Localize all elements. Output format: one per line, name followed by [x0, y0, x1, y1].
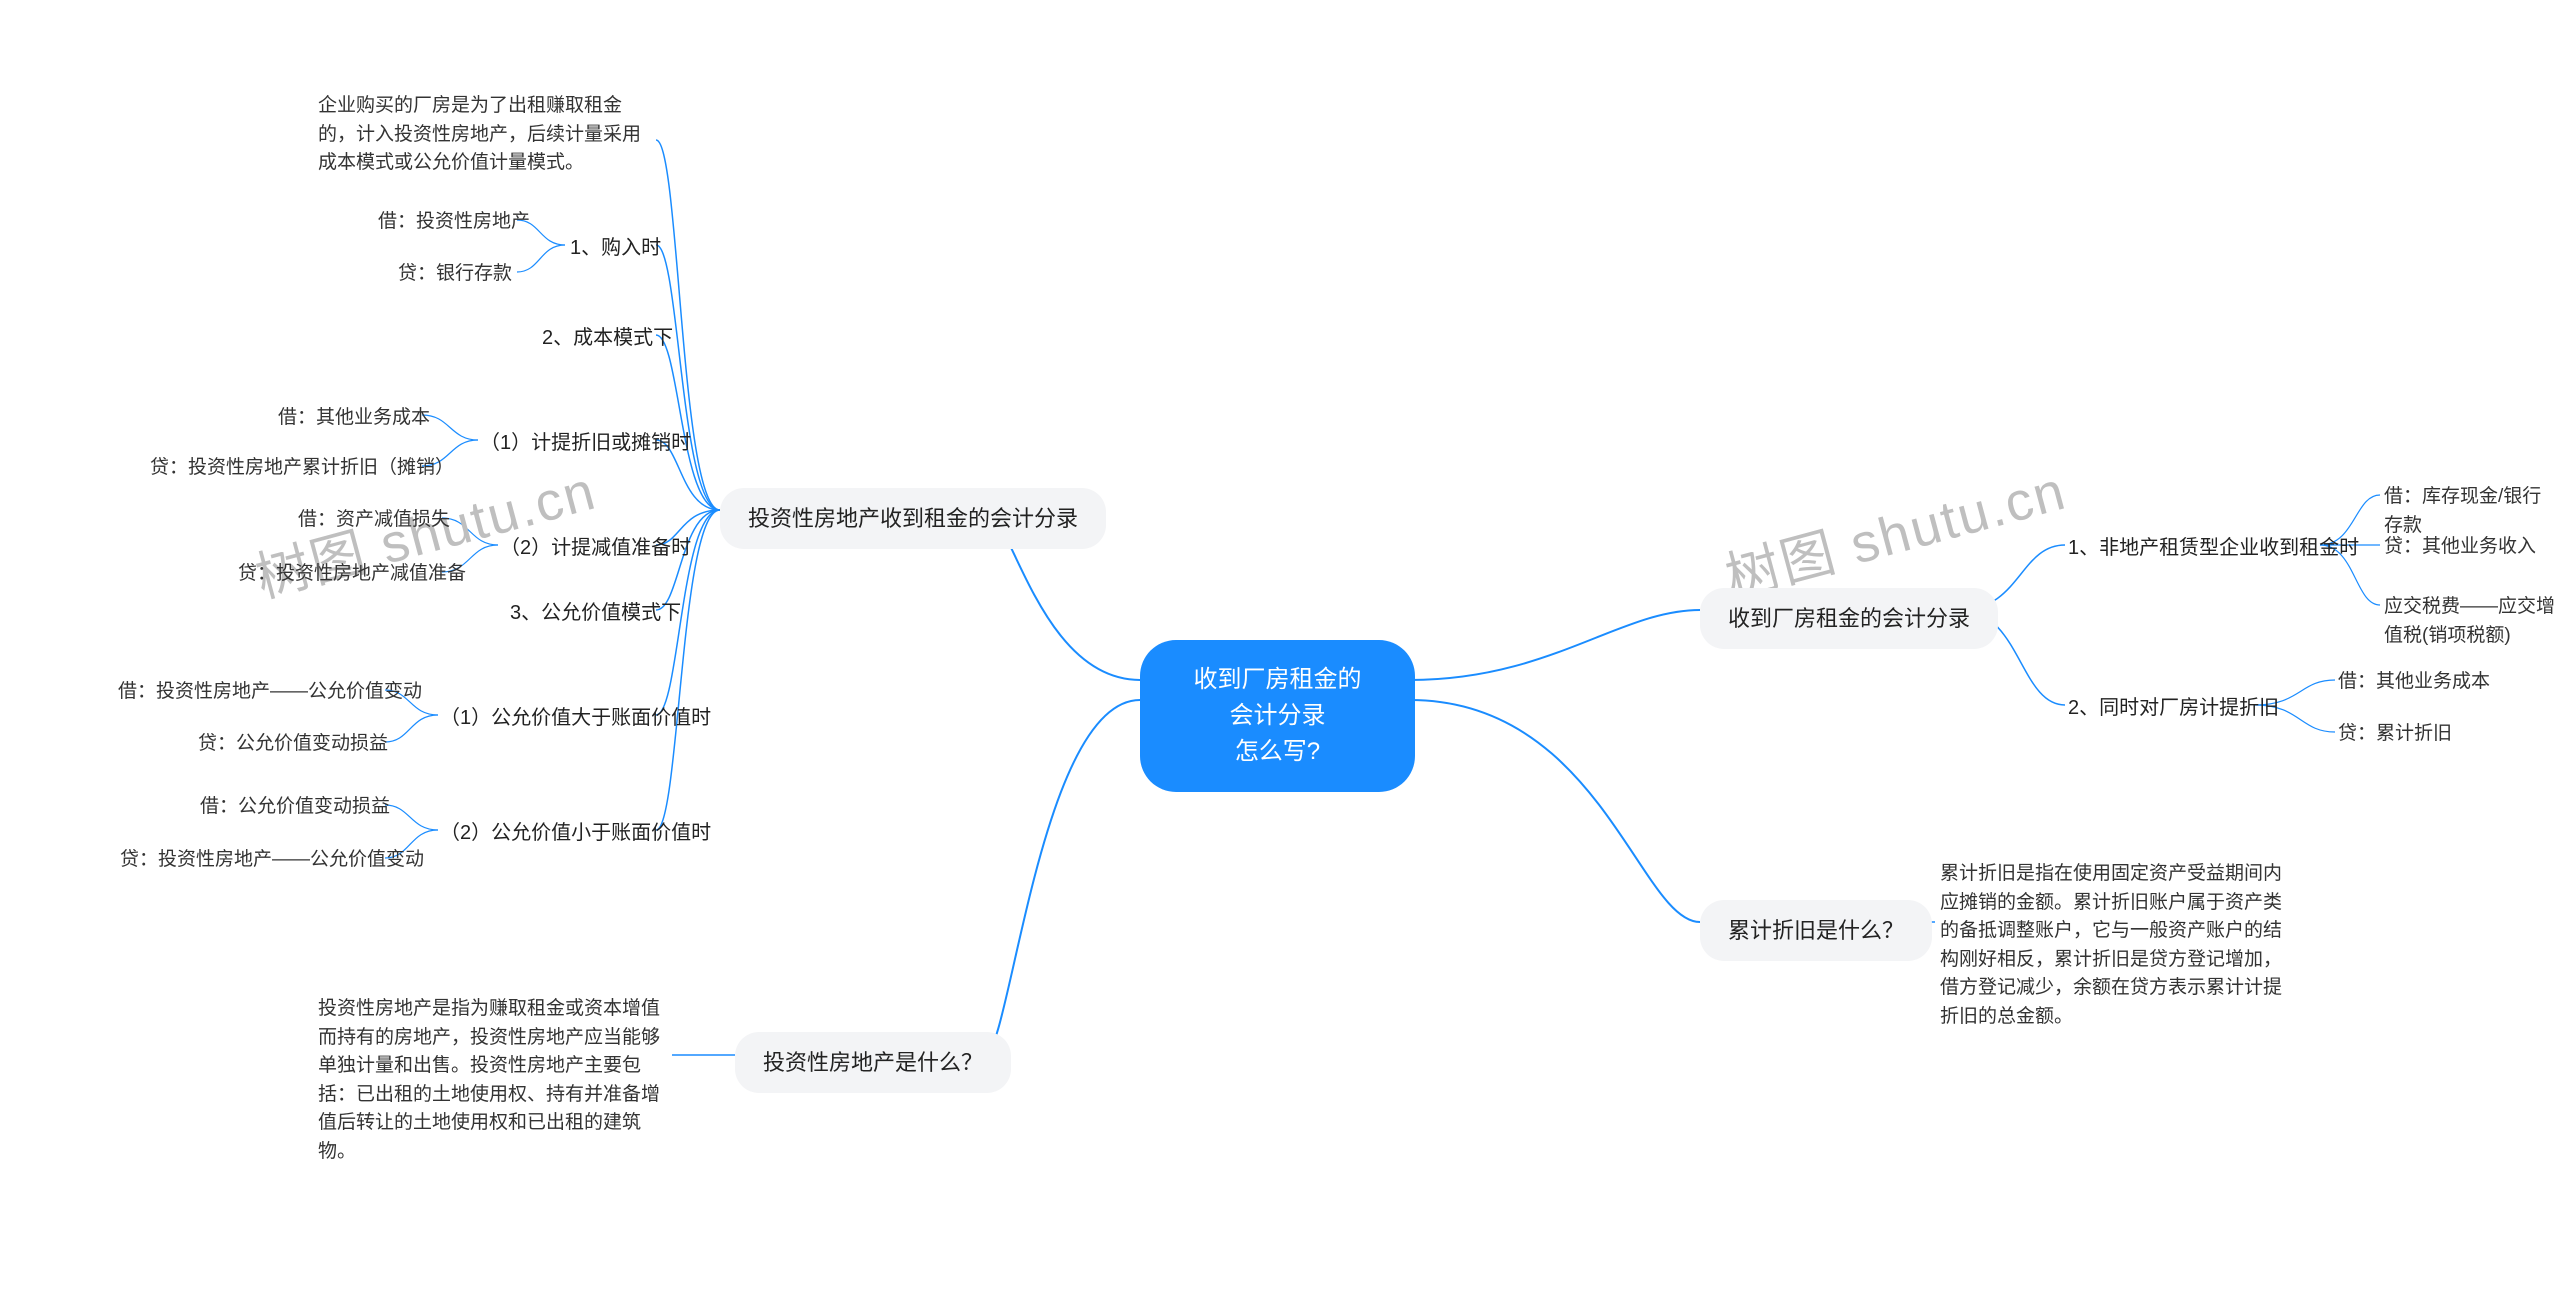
leaf-credit-invest-impair: 贷：投资性房地产减值准备 — [238, 560, 466, 589]
sub-depreciation[interactable]: 2、同时对厂房计提折旧 — [2068, 693, 2279, 723]
leaf-tax-payable: 应交税费——应交增值税(销项税额) — [2384, 593, 2560, 650]
desc-accum-dep: 累计折旧是指在使用固定资产受益期间内应摊销的金额。累计折旧账户属于资产类的备抵调… — [1940, 860, 2295, 1031]
leaf-credit-fv-change: 贷：投资性房地产——公允价值变动 — [120, 846, 424, 875]
leaf-credit-other-income: 贷：其他业务收入 — [2384, 533, 2536, 562]
sub-fairvalue-model[interactable]: 3、公允价值模式下 — [510, 598, 681, 628]
sub-cost-model[interactable]: 2、成本模式下 — [542, 323, 673, 353]
branch-what-is-accum-dep[interactable]: 累计折旧是什么？ — [1700, 900, 1932, 961]
sub-fv-gt-book[interactable]: （1）公允价值大于账面价值时 — [440, 703, 711, 733]
sub-purchase[interactable]: 1、购入时 — [570, 233, 661, 263]
leaf-credit-fv-gain: 贷：公允价值变动损益 — [198, 730, 388, 759]
leaf-debit-fv-change: 借：投资性房地产——公允价值变动 — [118, 678, 422, 707]
leaf-debit-other-cost: 借：其他业务成本 — [2338, 668, 2490, 697]
leaf-debit-cash: 借：库存现金/银行存款 — [2384, 483, 2560, 540]
sub-impairment[interactable]: （2）计提减值准备时 — [500, 533, 691, 563]
desc-invest-top: 企业购买的厂房是为了出租赚取租金的，计入投资性房地产，后续计量采用成本模式或公允… — [318, 92, 658, 178]
branch-what-is-invest-prop[interactable]: 投资性房地产是什么？ — [735, 1032, 1011, 1093]
sub-depreciation-amort[interactable]: （1）计提折旧或摊销时 — [480, 428, 691, 458]
leaf-debit-impair-loss: 借：资产减值损失 — [298, 506, 450, 535]
leaf-debit-fv-loss: 借：公允价值变动损益 — [200, 793, 390, 822]
sub-non-realestate[interactable]: 1、非地产租赁型企业收到租金时 — [2068, 533, 2359, 563]
branch-investment-property-entry[interactable]: 投资性房地产收到租金的会计分录 — [720, 488, 1106, 549]
branch-rent-entry[interactable]: 收到厂房租金的会计分录 — [1700, 588, 1998, 649]
leaf-credit-bank: 贷：银行存款 — [398, 260, 512, 289]
leaf-credit-accum-dep: 贷：累计折旧 — [2338, 720, 2452, 749]
root-node[interactable]: 收到厂房租金的会计分录 怎么写? — [1140, 640, 1415, 792]
sub-fv-lt-book[interactable]: （2）公允价值小于账面价值时 — [440, 818, 711, 848]
leaf-debit-other-cost2: 借：其他业务成本 — [278, 404, 430, 433]
leaf-debit-invest-prop: 借：投资性房地产 — [378, 208, 530, 237]
leaf-credit-invest-dep: 贷：投资性房地产累计折旧（摊销） — [150, 454, 454, 483]
desc-invest-prop: 投资性房地产是指为赚取租金或资本增值而持有的房地产，投资性房地产应当能够单独计量… — [318, 995, 673, 1166]
